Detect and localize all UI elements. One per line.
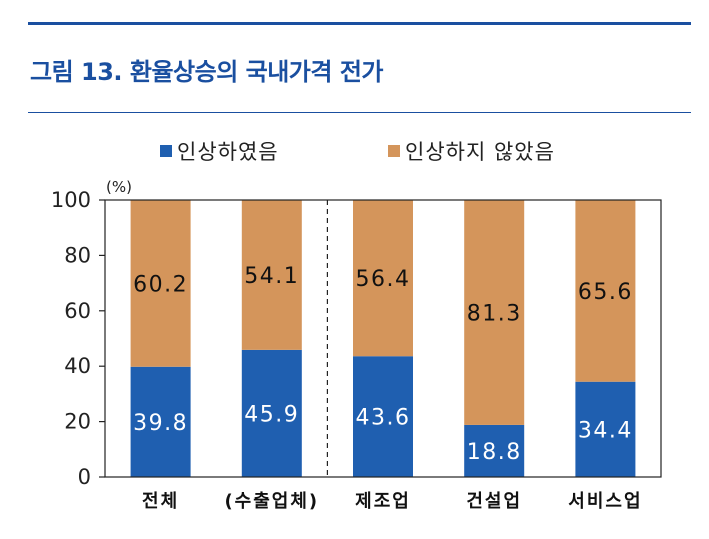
- bar-segment-not-raised: [575, 200, 636, 382]
- y-tick-label: 0: [78, 465, 91, 489]
- bar-value-label: 45.9: [244, 402, 299, 427]
- bar-segment-not-raised: [241, 200, 302, 350]
- y-unit-label: (%): [106, 178, 132, 196]
- y-tick-label: 40: [64, 354, 91, 378]
- x-tick-label: (수출업체): [224, 491, 319, 512]
- bar-value-label: 43.6: [356, 406, 411, 431]
- bar-segment-raised: [241, 349, 302, 477]
- bar-value-label: 60.2: [133, 272, 188, 297]
- y-axis-ticks: 0 20 40 60 80 100: [51, 188, 105, 489]
- x-tick-label: 서비스업: [568, 491, 642, 512]
- bar-value-label: 65.6: [578, 280, 633, 305]
- bar-value-label: 54.1: [244, 264, 299, 289]
- legend-swatch: [388, 145, 400, 157]
- bar-segment-raised: [575, 381, 636, 477]
- x-tick-label: 제조업: [355, 491, 411, 512]
- bar-value-label: 56.4: [356, 267, 411, 292]
- title-rule: [28, 112, 691, 113]
- top-rule: [28, 22, 691, 25]
- legend-label: 인상하였음: [177, 140, 279, 164]
- x-tick-label: 건설업: [466, 491, 522, 512]
- bar-segment-raised: [353, 356, 413, 477]
- legend: 인상하였음 인상하지 않았음: [160, 140, 555, 164]
- x-tick-label: 전체: [142, 491, 179, 512]
- y-tick-label: 20: [64, 410, 91, 434]
- bar-segment-raised: [464, 424, 525, 477]
- figure-title: 그림 13. 환율상승의 국내가격 전가: [30, 58, 383, 86]
- bar-value-label: 39.8: [133, 411, 188, 436]
- plot-frame: [104, 199, 662, 478]
- legend-label: 인상하지 않았음: [405, 140, 555, 164]
- bar-segment-not-raised: [130, 200, 191, 367]
- bar-segment-raised: [130, 366, 191, 477]
- bars: 39.8 60.2 45.9 54.1 43.6 56.4 18.8 81.3 34.4 65.6: [130, 199, 636, 477]
- x-axis-labels: 전체 (수출업체) 제조업 건설업 서비스업: [142, 491, 642, 512]
- bar-value-label: 81.3: [467, 301, 522, 326]
- bar-segment-not-raised: [353, 200, 413, 357]
- bar-value-label: 18.8: [467, 440, 522, 465]
- bar-segment-not-raised: [464, 199, 525, 425]
- bar-value-label: 34.4: [578, 418, 633, 443]
- y-tick-label: 100: [51, 188, 91, 212]
- legend-swatch: [160, 145, 172, 157]
- y-tick-label: 60: [64, 299, 91, 323]
- y-tick-label: 80: [64, 243, 91, 267]
